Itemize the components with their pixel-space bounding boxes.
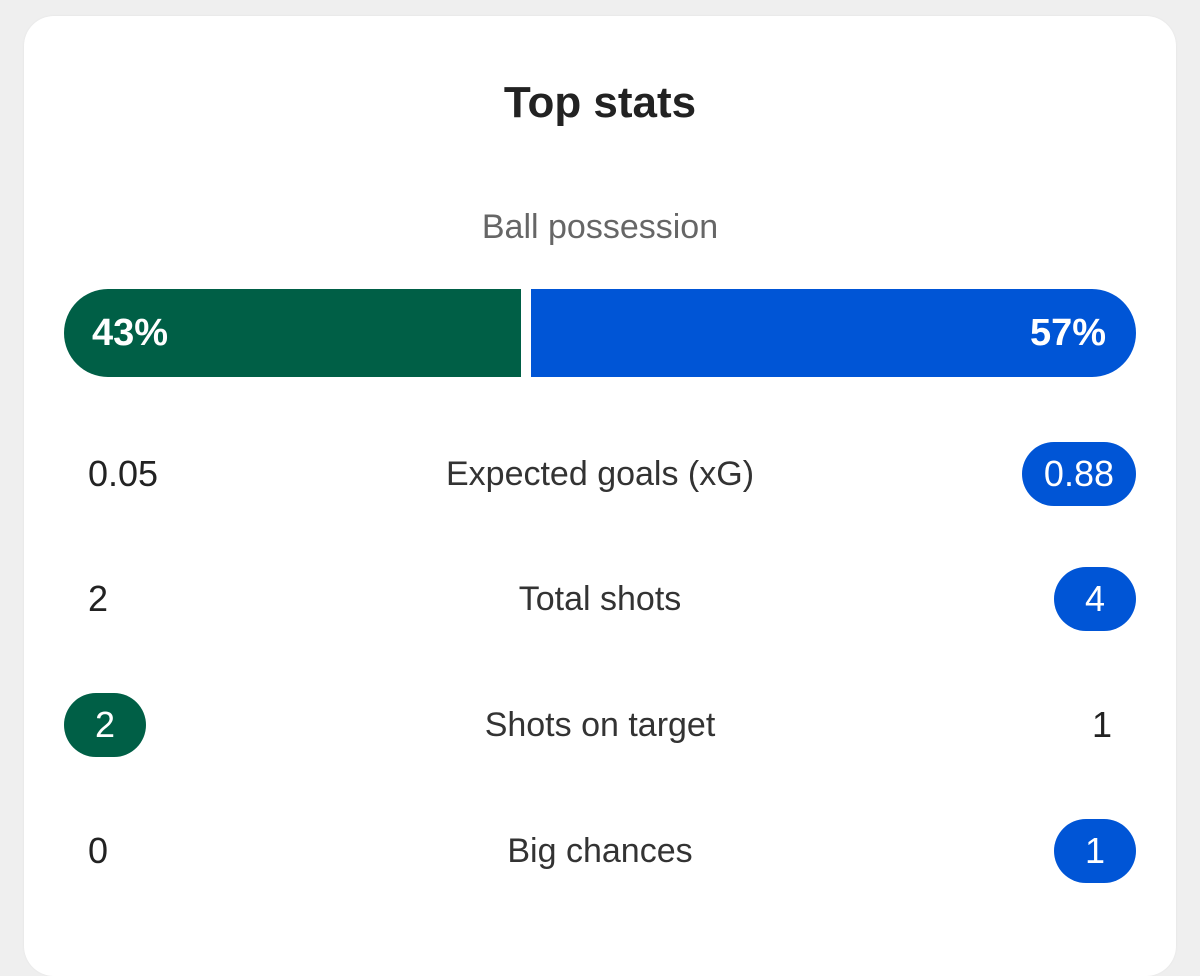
stat-row-big-chances: 0 Big chances 1 (64, 819, 1136, 883)
home-value: 2 (64, 693, 146, 757)
possession-home-segment: 43% (64, 289, 521, 377)
away-value: 0.88 (1021, 442, 1136, 506)
stat-row-total-shots: 2 Total shots 4 (64, 567, 1136, 631)
section-title: Top stats (503, 78, 697, 127)
top-stats-card: Top stats Ball possession 43% 57% 0.05 E… (24, 16, 1176, 976)
stat-label: Shots on target (484, 706, 716, 744)
stat-label: Total shots (518, 580, 682, 618)
home-value: 0.05 (88, 453, 159, 494)
possession-home-value: 43% (92, 311, 169, 354)
away-value: 4 (1054, 567, 1136, 631)
home-value: 0 (88, 830, 109, 871)
possession-away-value: 57% (1029, 311, 1106, 354)
away-value: 1 (1054, 819, 1136, 883)
stat-row-shots-on-target: 2 Shots on target 1 (64, 693, 1136, 757)
possession-away-segment: 57% (531, 289, 1136, 377)
ball-possession-label: Ball possession (481, 208, 719, 246)
home-value: 2 (88, 578, 109, 619)
stat-row-expected-goals: 0.05 Expected goals (xG) 0.88 (64, 442, 1136, 506)
stat-label: Big chances (507, 832, 693, 870)
away-value: 1 (1091, 704, 1112, 745)
possession-divider (521, 289, 531, 377)
stat-label: Expected goals (xG) (445, 455, 755, 493)
possession-bar: 43% 57% (64, 289, 1136, 377)
